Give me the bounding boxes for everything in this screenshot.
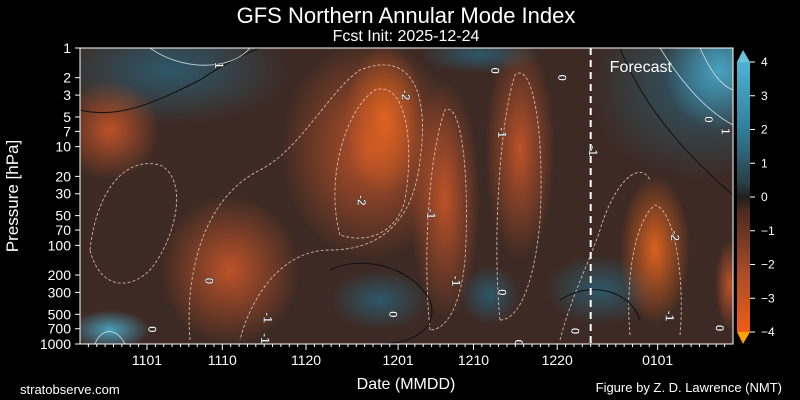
contour-label: -1 — [495, 127, 509, 138]
strong-cool-region-upper-right — [665, 48, 733, 130]
x-tick-label: 1220 — [542, 352, 573, 368]
x-tick-label: 1120 — [291, 352, 321, 368]
x-tick-label: 1201 — [383, 352, 414, 368]
contours-zero-positive — [80, 48, 733, 344]
colorbar-tick-label: 0 — [761, 190, 768, 204]
warm-region-far-right — [715, 240, 733, 330]
cool-region-lower-left — [80, 310, 150, 344]
y-tick-label: 700 — [48, 321, 72, 337]
y-tick-label: 7 — [63, 123, 71, 139]
y-tick-label: 70 — [55, 222, 71, 238]
y-tick-label: 5 — [63, 109, 71, 125]
y-tick-label: 300 — [48, 284, 72, 300]
colorbar-tick-label: 4 — [761, 55, 768, 69]
x-tick-label: 1110 — [208, 352, 237, 368]
y-tick-label: 2 — [63, 70, 71, 86]
chart-title: GFS Northern Annular Mode Index — [237, 3, 576, 28]
y-tick-label: 1 — [63, 40, 71, 56]
colorbar-tick-label: 2 — [761, 123, 768, 137]
contour-label: -2 — [668, 230, 682, 241]
y-tick-label: 200 — [48, 267, 72, 283]
colorbar-tick-label: −2 — [761, 258, 775, 272]
x-tick-label: 0101 — [642, 352, 673, 368]
y-tick-label: 30 — [55, 186, 71, 202]
contour-label: -1 — [662, 311, 676, 322]
y-tick-label: 50 — [55, 208, 71, 224]
x-axis: 1101 1110 1120 1201 1210 1220 0101 — [87, 344, 726, 368]
x-tick-label: 1101 — [132, 352, 162, 368]
contour-label: -1 — [261, 312, 275, 323]
contour-label: 0 — [145, 326, 159, 333]
contour-label: -1 — [424, 209, 438, 220]
colorbar-body — [737, 62, 750, 332]
warm-region-center-core — [345, 48, 425, 195]
y-tick-label: 10 — [55, 139, 71, 155]
contour-label: 0 — [512, 339, 526, 346]
colorbar-top-extension — [737, 50, 750, 62]
contour-label: -2 — [399, 90, 413, 101]
colorbar-tick-label: 1 — [761, 156, 768, 170]
contour-label: 0 — [568, 328, 582, 335]
colorbar-tick-label: −3 — [761, 291, 775, 305]
warm-region-left — [160, 195, 300, 344]
contour-label: 0 — [488, 67, 502, 74]
footer-source: stratobserve.com — [20, 382, 120, 397]
chart-subtitle: Fcst Init: 2025-12-24 — [333, 28, 480, 45]
plot-area: 100-201-1-1-2-1-20-1-200-1-1000-10 — [80, 48, 733, 346]
forecast-label: Forecast — [610, 59, 673, 76]
contour-label: 0 — [202, 278, 216, 285]
warm-region-left-stratosphere — [80, 80, 160, 180]
contour-label: 0 — [386, 311, 400, 318]
contour-label: 0 — [713, 325, 727, 332]
contour-labels: 100-201-1-1-2-1-20-1-200-1-1000-10 — [145, 62, 733, 346]
cool-region-lower-middle-2 — [460, 265, 520, 325]
colorbar-ticks: 4 3 2 1 0 −1 −2 −3 −4 — [750, 55, 775, 339]
contour-label: 1 — [718, 128, 732, 135]
y-axis-label: Pressure [hPa] — [3, 140, 22, 252]
warm-region-mid — [410, 80, 480, 320]
y-tick-label: 3 — [63, 87, 71, 103]
contour-label: -1 — [586, 145, 600, 156]
contours-positive — [94, 48, 733, 344]
y-tick-label: 100 — [48, 237, 72, 253]
contour-label: 0 — [495, 289, 509, 296]
x-tick-label: 1210 — [458, 352, 489, 368]
colorbar: 4 3 2 1 0 −1 −2 −3 −4 — [737, 50, 775, 344]
colorbar-tick-label: −4 — [761, 325, 775, 339]
colorbar-tick-label: 3 — [761, 89, 768, 103]
contour-label: 0 — [555, 74, 569, 81]
warm-region-mid-right — [485, 48, 555, 260]
cool-region-lower-middle — [330, 270, 430, 330]
y-tick-label: 20 — [55, 168, 71, 184]
contour-label: 0 — [702, 116, 716, 123]
x-axis-label: Date (MMDD) — [357, 376, 456, 393]
y-tick-label: 1000 — [40, 336, 71, 352]
contour-label: -2 — [354, 195, 368, 206]
colorbar-bottom-extension — [737, 332, 750, 344]
y-tick-label: 500 — [48, 306, 72, 322]
contour-label: 1 — [212, 62, 226, 69]
warm-region-right — [620, 175, 690, 325]
colorbar-tick-label: −1 — [761, 224, 775, 238]
contours-negative — [89, 64, 682, 341]
contour-label: -1 — [258, 333, 272, 344]
footer-credit: Figure by Z. D. Lawrence (NMT) — [596, 380, 782, 395]
contour-label: -1 — [449, 276, 463, 287]
